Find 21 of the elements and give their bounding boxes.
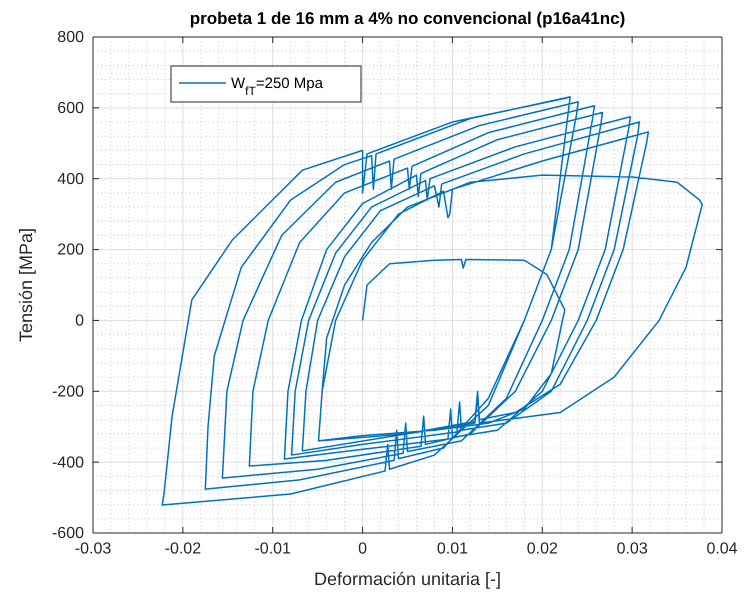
y-tick-label: 800 bbox=[57, 29, 84, 46]
x-axis-title: Deformación unitaria [-] bbox=[314, 569, 502, 589]
x-tick-label: -0.02 bbox=[164, 540, 202, 558]
x-tick-label: 0.03 bbox=[616, 540, 648, 558]
y-tick-label: 0 bbox=[75, 312, 84, 330]
y-tick-label: -200 bbox=[52, 383, 84, 400]
y-axis-title: Tensión [MPa] bbox=[16, 228, 36, 342]
legend-label: W$_{fT}$=250 Mpa bbox=[231, 75, 324, 98]
y-tick-label: 200 bbox=[57, 242, 84, 259]
y-tick-label: 600 bbox=[57, 100, 84, 117]
line-series bbox=[161, 96, 703, 506]
y-tick-label: -600 bbox=[52, 525, 84, 542]
chart-title: probeta 1 de 16 mm a 4% no convencional (p16a41nc) bbox=[190, 9, 626, 28]
y-tick-label: -400 bbox=[52, 454, 84, 472]
x-tick-label: 0 bbox=[358, 540, 368, 558]
x-tick-label: -0.01 bbox=[254, 540, 292, 558]
y-tick-label: 400 bbox=[57, 170, 84, 188]
x-tick-label: 0.04 bbox=[706, 540, 738, 558]
x-tick-label: 0.01 bbox=[436, 540, 468, 558]
x-tick-label: -0.03 bbox=[74, 540, 112, 558]
x-tick-label: 0.02 bbox=[526, 540, 558, 558]
